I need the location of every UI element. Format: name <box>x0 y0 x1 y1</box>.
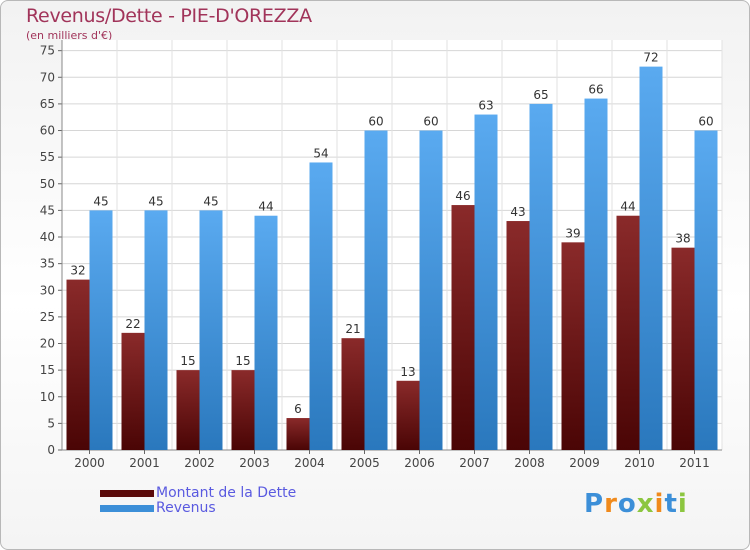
data-label-debt: 21 <box>345 322 360 336</box>
data-label-revenue: 60 <box>368 115 383 129</box>
data-labels: 32 45 22 45 15 45 15 44 6 54 21 60 13 60 46 63 43 65 39 66 4… <box>70 51 713 416</box>
y-tick-label: 75 <box>40 44 55 58</box>
logo-letter: x <box>636 489 655 519</box>
bar-revenue <box>254 215 278 450</box>
bar-revenue <box>639 66 663 450</box>
data-label-debt: 15 <box>235 354 250 368</box>
data-label-revenue: 65 <box>533 88 548 102</box>
y-tick-label: 0 <box>47 443 55 457</box>
bar-debt <box>506 221 530 450</box>
bar-debt <box>286 418 310 450</box>
data-label-revenue: 45 <box>148 194 163 208</box>
x-tick-label: 2001 <box>129 456 160 470</box>
legend-label-revenue: Revenus <box>156 500 216 516</box>
data-label-revenue: 45 <box>203 194 218 208</box>
bar-debt <box>341 338 365 450</box>
data-label-revenue: 54 <box>313 146 328 160</box>
bar-debt <box>176 370 200 450</box>
logo-letter: i <box>677 489 688 519</box>
data-label-debt: 44 <box>620 200 635 214</box>
bar-revenue <box>364 130 388 451</box>
data-label-revenue: 66 <box>588 83 603 97</box>
data-label-debt: 39 <box>565 226 580 240</box>
x-tick-label: 2002 <box>184 456 215 470</box>
data-label-revenue: 63 <box>478 99 493 113</box>
bar-revenue <box>419 130 443 451</box>
y-tick-label: 35 <box>40 257 55 271</box>
x-tick-label: 2009 <box>569 456 600 470</box>
data-label-debt: 15 <box>180 354 195 368</box>
bar-debt <box>231 370 255 450</box>
y-tick-label: 30 <box>40 283 55 297</box>
x-tick-label: 2007 <box>459 456 490 470</box>
data-label-debt: 43 <box>510 205 525 219</box>
chart-subtitle: (en milliers d'€) <box>26 29 113 42</box>
y-tick-label: 15 <box>40 363 55 377</box>
y-tick-label: 5 <box>47 416 55 430</box>
bar-debt <box>121 332 145 450</box>
x-tick-label: 2008 <box>514 456 545 470</box>
logo-letter: i <box>654 489 665 519</box>
logo-letter: t <box>664 489 678 519</box>
bar-revenue <box>144 210 168 450</box>
bar-debt <box>66 279 90 450</box>
y-tick-label: 45 <box>40 203 55 217</box>
legend-swatch-revenue <box>100 505 154 512</box>
x-tick-label: 2006 <box>404 456 435 470</box>
bar-revenue <box>199 210 223 450</box>
x-tick-label: 2003 <box>239 456 270 470</box>
y-tick-label: 70 <box>40 70 55 84</box>
bar-revenue <box>584 98 608 451</box>
bar-revenue <box>529 103 553 450</box>
data-label-revenue: 44 <box>258 200 273 214</box>
x-tick-label: 2004 <box>294 456 325 470</box>
y-tick-label: 60 <box>40 124 55 138</box>
bar-revenue <box>474 114 498 450</box>
data-label-debt: 22 <box>125 317 140 331</box>
x-tick-label: 2000 <box>74 456 105 470</box>
y-tick-label: 65 <box>40 97 55 111</box>
bar-revenue <box>89 210 113 450</box>
data-label-revenue: 60 <box>423 115 438 129</box>
y-tick-label: 25 <box>40 310 55 324</box>
legend-swatch-debt <box>100 490 154 497</box>
data-label-debt: 32 <box>70 264 85 278</box>
logo-letter: r <box>604 489 618 519</box>
logo-letter: o <box>617 489 637 519</box>
bar-debt <box>616 215 640 450</box>
data-label-revenue: 60 <box>698 115 713 129</box>
data-label-debt: 38 <box>675 232 690 246</box>
x-tick-label: 2005 <box>349 456 380 470</box>
axes: 0 5 10 15 20 25 30 35 40 45 50 55 60 65 70 75 2000 2001 20… <box>40 40 722 470</box>
data-label-debt: 46 <box>455 189 470 203</box>
y-tick-label: 40 <box>40 230 55 244</box>
data-label-revenue: 45 <box>93 194 108 208</box>
bar-revenue <box>309 162 333 450</box>
bar-revenue <box>694 130 718 451</box>
bar-debt <box>451 205 475 450</box>
bar-debt <box>561 242 585 450</box>
bar-debt <box>671 247 695 450</box>
bars <box>66 66 718 451</box>
y-tick-label: 50 <box>40 177 55 191</box>
y-tick-label: 20 <box>40 337 55 351</box>
proxiti-logo: Proxiti <box>584 489 688 519</box>
grid <box>61 40 723 451</box>
logo-letter: P <box>584 489 605 519</box>
x-tick-label: 2010 <box>624 456 655 470</box>
data-label-debt: 13 <box>400 365 415 379</box>
data-label-debt: 6 <box>294 402 302 416</box>
chart-title: Revenus/Dette - PIE-D'OREZZA <box>26 5 312 27</box>
y-tick-label: 10 <box>40 390 55 404</box>
y-tick-label: 55 <box>40 150 55 164</box>
data-label-revenue: 72 <box>643 51 658 65</box>
bar-debt <box>396 380 420 450</box>
x-tick-label: 2011 <box>679 456 710 470</box>
legend-label-debt: Montant de la Dette <box>156 485 297 501</box>
